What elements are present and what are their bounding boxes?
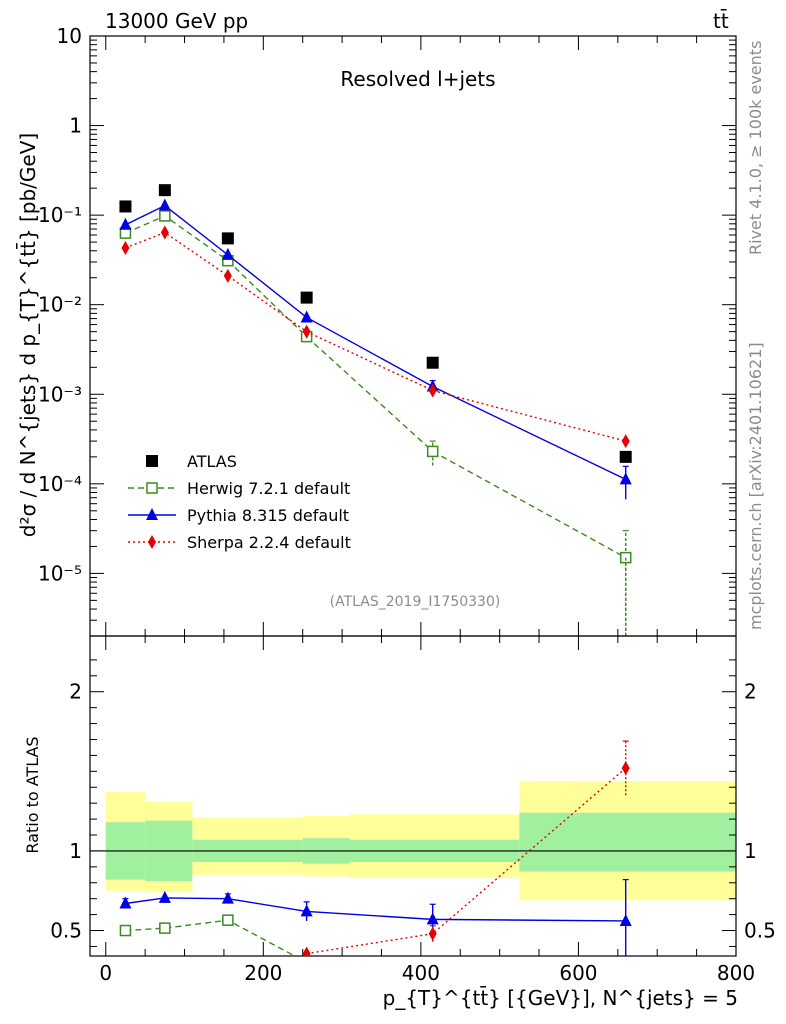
ratio-series-herwig — [119, 914, 312, 967]
data-point — [158, 184, 171, 197]
main-y-axis-label: d²σ / d N^{jets} d p_{T}^{tt̄} [pb/GeV] — [15, 133, 40, 537]
data-point — [428, 383, 437, 398]
legend-label: Pythia 8.315 default — [187, 506, 349, 525]
x-tick-label: 0 — [99, 961, 112, 985]
x-tick-label: 800 — [717, 961, 755, 985]
data-point — [428, 926, 437, 941]
data-point — [119, 924, 132, 937]
main-series-herwig — [119, 210, 632, 636]
ratio-y-tick-label: 0.5 — [50, 919, 82, 943]
legend-entry: Sherpa 2.2.4 default — [128, 533, 351, 552]
data-point — [302, 957, 312, 967]
legend-label: Herwig 7.2.1 default — [187, 479, 350, 498]
data-point — [119, 200, 132, 213]
process-title: tt̄ — [713, 8, 729, 33]
data-point — [158, 890, 171, 903]
y-tick-label: 1 — [69, 114, 82, 138]
x-axis-label: p_{T}^{tt̄} [{GeV}], N^{jets} = 5 — [383, 985, 738, 1010]
stat-uncertainty-band — [519, 812, 736, 872]
data-point — [426, 445, 439, 458]
data-point — [223, 268, 232, 283]
legend-entry: Herwig 7.2.1 default — [128, 479, 350, 498]
data-point — [160, 225, 169, 240]
x-tick-label: 600 — [559, 961, 597, 985]
legend-label: Sherpa 2.2.4 default — [187, 533, 351, 552]
data-point — [222, 914, 234, 926]
y-tick-label: 10⁻³ — [38, 382, 82, 406]
analysis-tag: (ATLAS_2019_I1750330) — [330, 594, 501, 610]
y-tick-label: 10⁻⁴ — [38, 472, 82, 496]
ratio-y-axis-label: Ratio to ATLAS — [23, 736, 42, 853]
y-tick-label: 10⁻¹ — [38, 203, 82, 227]
data-point — [159, 210, 171, 222]
rivet-label: Rivet 4.1.0, ≥ 100k events — [746, 41, 765, 255]
data-point — [426, 356, 439, 369]
y-tick-label: 10⁻² — [38, 293, 82, 317]
data-point — [146, 482, 158, 494]
series-line — [125, 231, 626, 442]
series-line — [125, 919, 297, 956]
data-point — [146, 508, 158, 520]
data-point — [619, 913, 632, 926]
x-tick-label: 200 — [244, 961, 282, 985]
data-point — [221, 891, 234, 904]
ratio-series-sherpa — [302, 740, 630, 956]
main-series-sherpa — [121, 225, 630, 449]
data-point — [302, 946, 311, 956]
legend-label: ATLAS — [187, 452, 237, 471]
data-point — [300, 310, 313, 323]
ratio-frame — [89, 635, 737, 957]
series-line — [125, 204, 627, 481]
ratio-y-tick-label-right: 1 — [744, 839, 757, 863]
y-tick-label: 10⁻⁵ — [38, 561, 82, 585]
legend: ATLAS Herwig 7.2.1 default Pythia 8.315 de… — [128, 452, 351, 552]
x-tick-label: 400 — [402, 961, 440, 985]
y-tick-label: 10 — [57, 24, 82, 48]
data-point — [148, 535, 156, 549]
ratio-y-tick-label: 2 — [69, 680, 82, 704]
data-point — [119, 217, 132, 230]
data-point — [302, 324, 311, 339]
data-point — [221, 247, 234, 260]
data-point — [119, 896, 132, 909]
data-point — [621, 434, 630, 449]
ratio-panel: 0.5 0.5 1 1 2 2 0 200 400 600 800 Ratio to ATLAS p… — [23, 635, 776, 1010]
data-point — [159, 922, 171, 934]
data-point — [619, 450, 632, 463]
series-line — [125, 897, 626, 922]
ratio-y-tick-label-right: 2 — [744, 680, 757, 704]
data-point — [619, 472, 632, 485]
collision-title: 13000 GeV pp — [105, 9, 248, 33]
data-point — [146, 455, 158, 467]
series-line — [125, 215, 627, 559]
data-point — [426, 912, 439, 925]
legend-entry: ATLAS — [146, 452, 237, 471]
ratio-y-tick-label: 1 — [69, 839, 82, 863]
legend-entry: Pythia 8.315 default — [128, 506, 349, 525]
ratio-y-tick-label-right: 0.5 — [744, 919, 776, 943]
data-point — [300, 904, 313, 917]
data-point — [621, 761, 630, 776]
data-point — [158, 198, 171, 211]
main-plot-title: Resolved l+jets — [340, 67, 495, 91]
data-point — [121, 240, 130, 255]
data-point — [221, 232, 234, 245]
main-series-atlas — [119, 184, 632, 463]
data-point — [300, 291, 313, 304]
mcplots-label: mcplots.cern.ch [arXiv:2401.10621] — [746, 342, 765, 630]
ratio-series-pythia — [119, 878, 632, 956]
